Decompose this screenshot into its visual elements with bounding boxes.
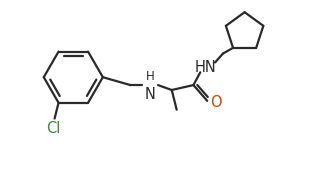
Text: HN: HN bbox=[194, 60, 216, 75]
Text: O: O bbox=[210, 95, 222, 110]
Text: Cl: Cl bbox=[46, 122, 61, 136]
Text: N: N bbox=[145, 87, 156, 102]
Text: H: H bbox=[146, 70, 155, 83]
